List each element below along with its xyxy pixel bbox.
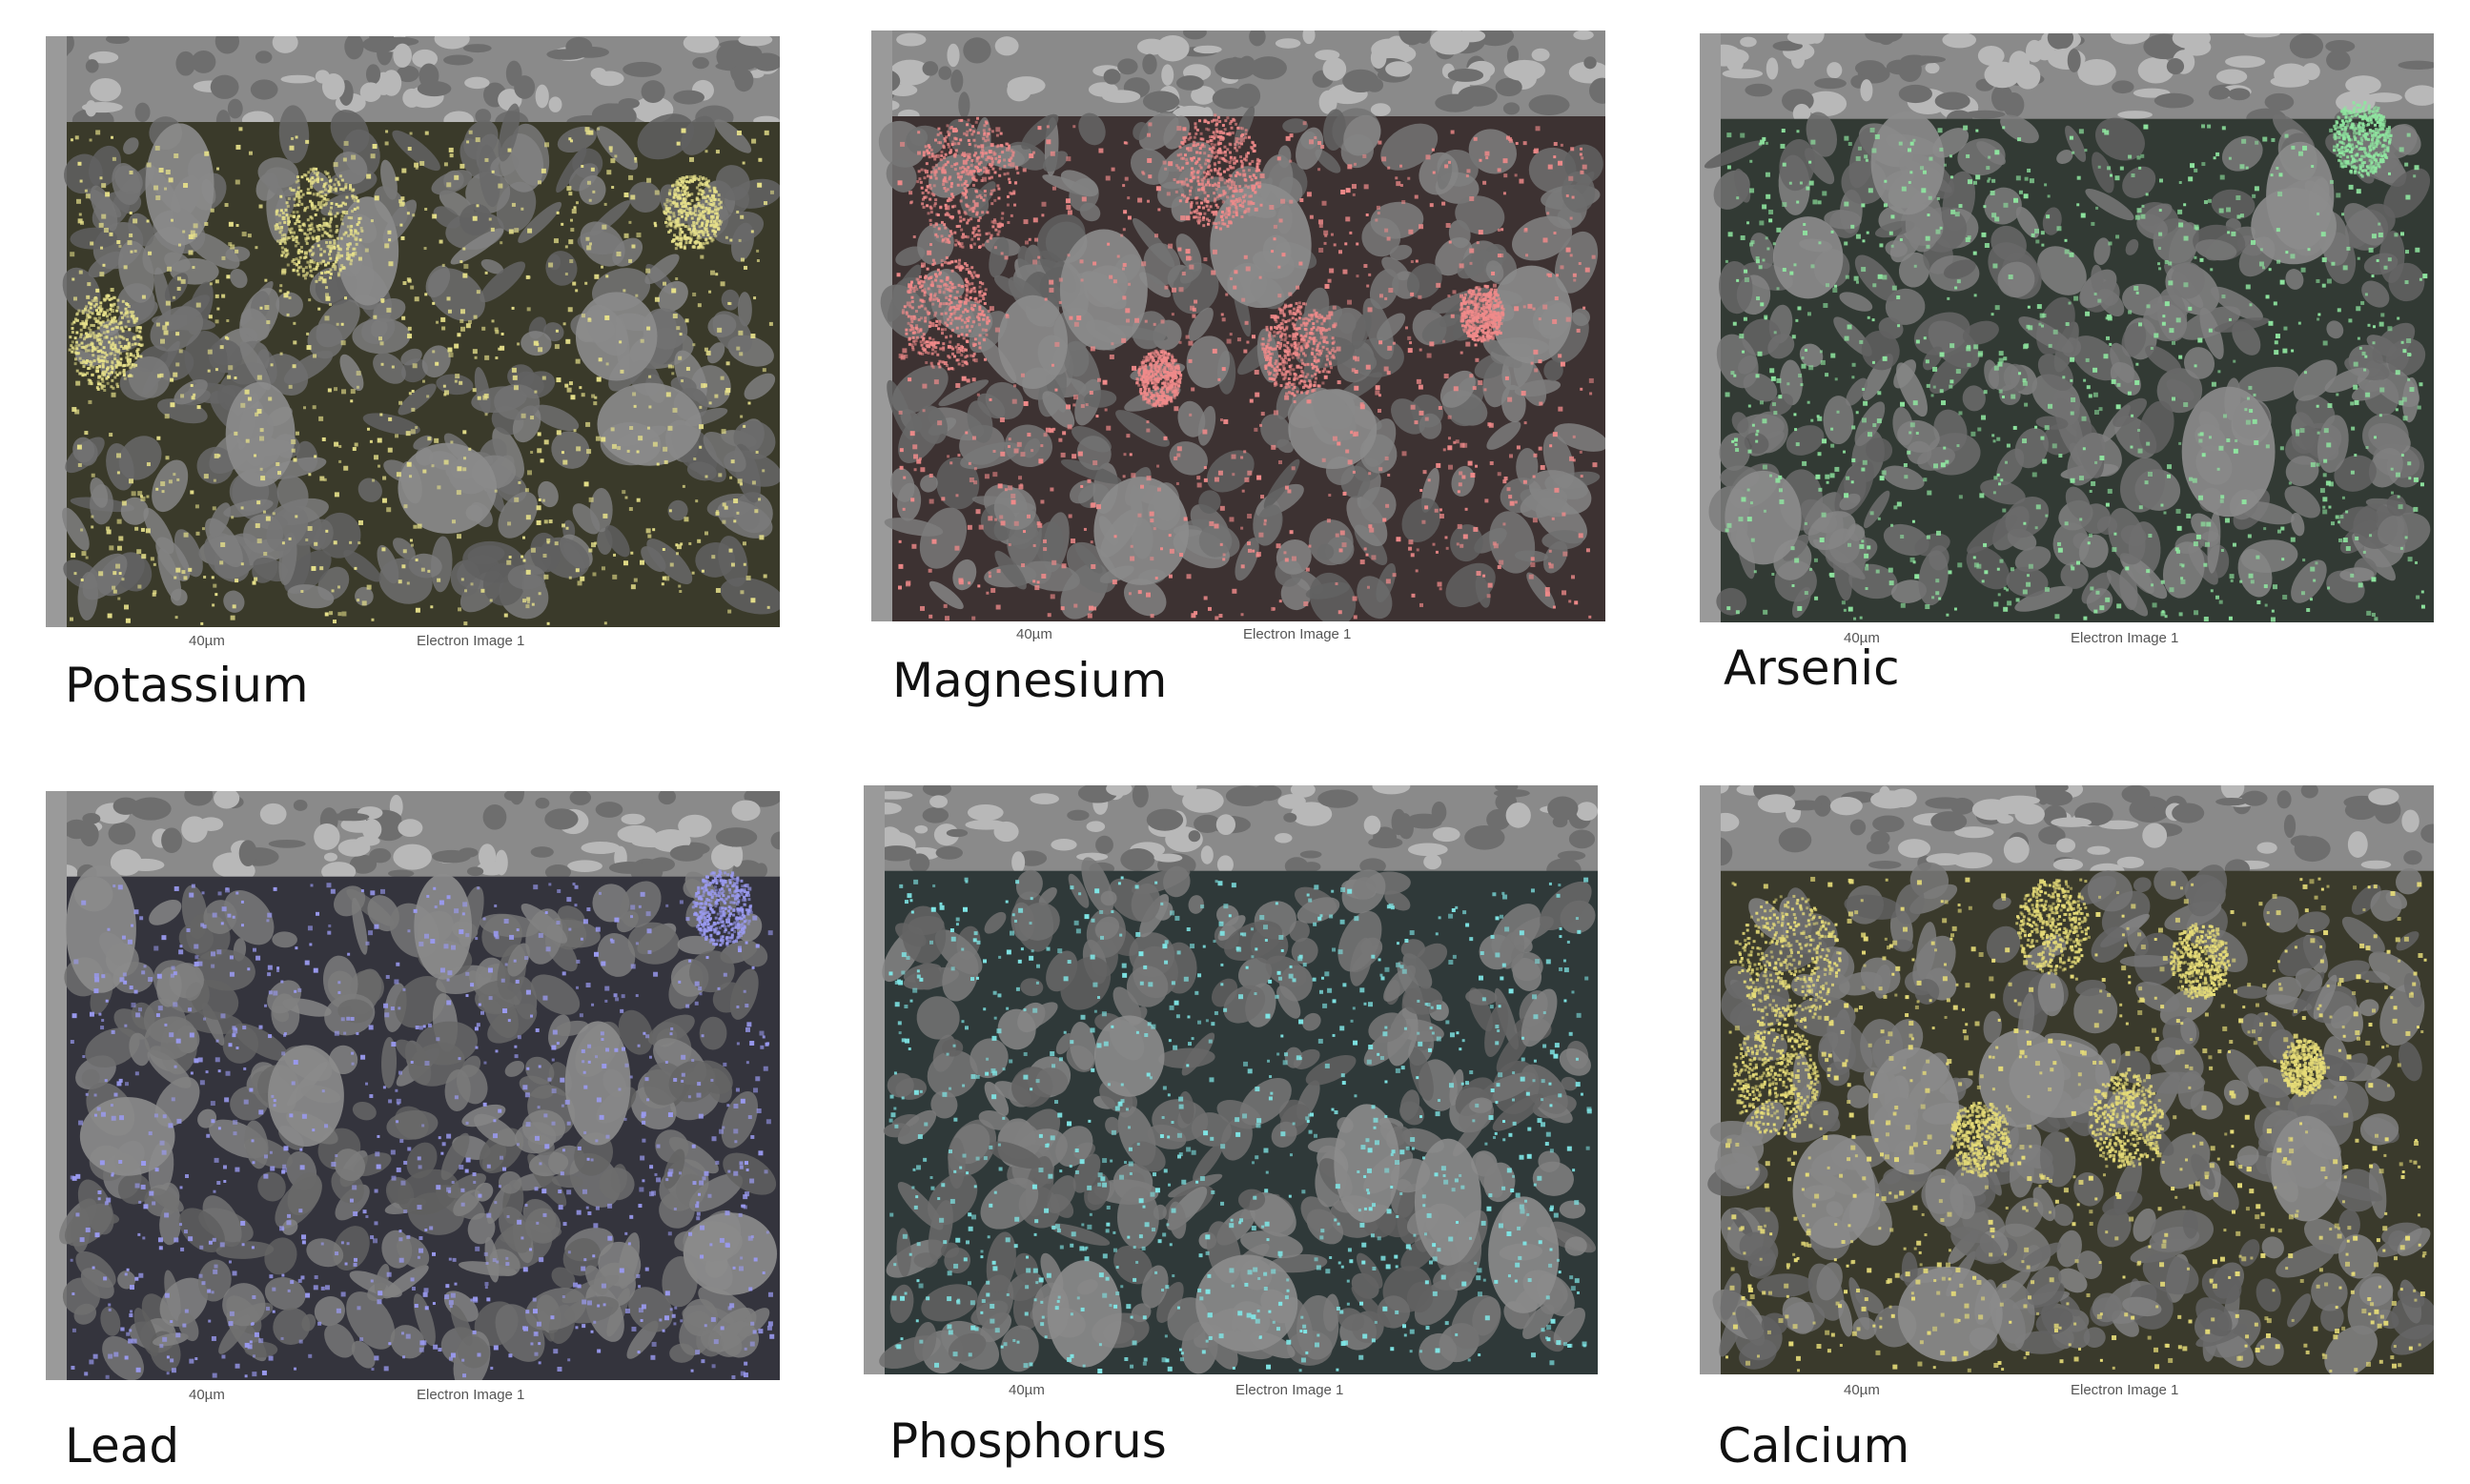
image-caption: Electron Image 1 — [1243, 626, 1352, 642]
image-caption: Electron Image 1 — [2071, 1382, 2179, 1398]
element-label: Magnesium — [892, 653, 1168, 708]
scale-bar-label: 40µm — [189, 633, 225, 649]
scale-bar-label: 40µm — [1844, 1382, 1880, 1398]
element-label: Potassium — [65, 658, 309, 713]
scale-bar-label: 40µm — [1009, 1382, 1045, 1398]
scale-bar-label: 40µm — [1844, 630, 1880, 646]
element-label: Lead — [65, 1418, 180, 1474]
image-caption: Electron Image 1 — [417, 633, 525, 649]
scale-bar-label: 40µm — [189, 1387, 225, 1403]
element-map-image — [1700, 785, 2434, 1374]
element-map-image — [46, 36, 780, 627]
element-map-image — [46, 791, 780, 1380]
element-label: Phosphorus — [889, 1413, 1167, 1469]
element-label: Calcium — [1718, 1418, 1910, 1474]
image-caption: Electron Image 1 — [2071, 630, 2179, 646]
element-label: Arsenic — [1724, 640, 1900, 696]
element-map-image — [864, 785, 1598, 1374]
scale-bar-label: 40µm — [1016, 626, 1052, 642]
element-map-image — [1700, 33, 2434, 622]
image-caption: Electron Image 1 — [417, 1387, 525, 1403]
element-map-image — [871, 30, 1605, 621]
image-caption: Electron Image 1 — [1235, 1382, 1344, 1398]
